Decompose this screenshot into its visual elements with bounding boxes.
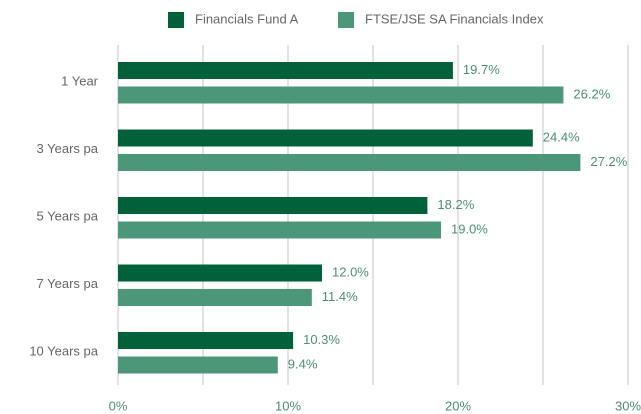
bar: [118, 264, 322, 282]
bar: [118, 129, 533, 147]
value-label: 10.3%: [303, 332, 340, 347]
value-label: 27.2%: [590, 154, 627, 169]
bar: [118, 154, 581, 171]
legend-swatch: [338, 12, 354, 28]
legend-label: Financials Fund A: [195, 11, 299, 26]
value-label: 26.2%: [573, 86, 610, 101]
bar: [118, 289, 312, 306]
legend-swatch: [168, 12, 184, 28]
x-tick-label: 10%: [275, 398, 301, 413]
bar: [118, 197, 428, 214]
x-tick-label: 30%: [615, 398, 641, 413]
bar: [118, 62, 453, 79]
bar: [118, 356, 278, 374]
bar: [118, 86, 564, 104]
legend-label: FTSE/JSE SA Financials Index: [365, 11, 544, 26]
value-label: 24.4%: [543, 129, 580, 144]
x-tick-label: 0%: [109, 398, 128, 413]
value-label: 19.7%: [463, 62, 500, 77]
category-label: 10 Years pa: [29, 343, 98, 358]
category-label: 3 Years pa: [37, 141, 99, 156]
category-label: 5 Years pa: [37, 208, 99, 223]
value-label: 18.2%: [437, 197, 474, 212]
bar: [118, 332, 294, 349]
x-tick-label: 20%: [445, 398, 471, 413]
value-label: 19.0%: [451, 221, 488, 236]
bar: [118, 221, 441, 239]
category-label: 7 Years pa: [37, 276, 99, 291]
category-label: 1 Year: [61, 73, 99, 88]
value-label: 12.0%: [332, 264, 369, 279]
value-label: 9.4%: [288, 356, 318, 371]
value-label: 11.4%: [322, 289, 358, 304]
